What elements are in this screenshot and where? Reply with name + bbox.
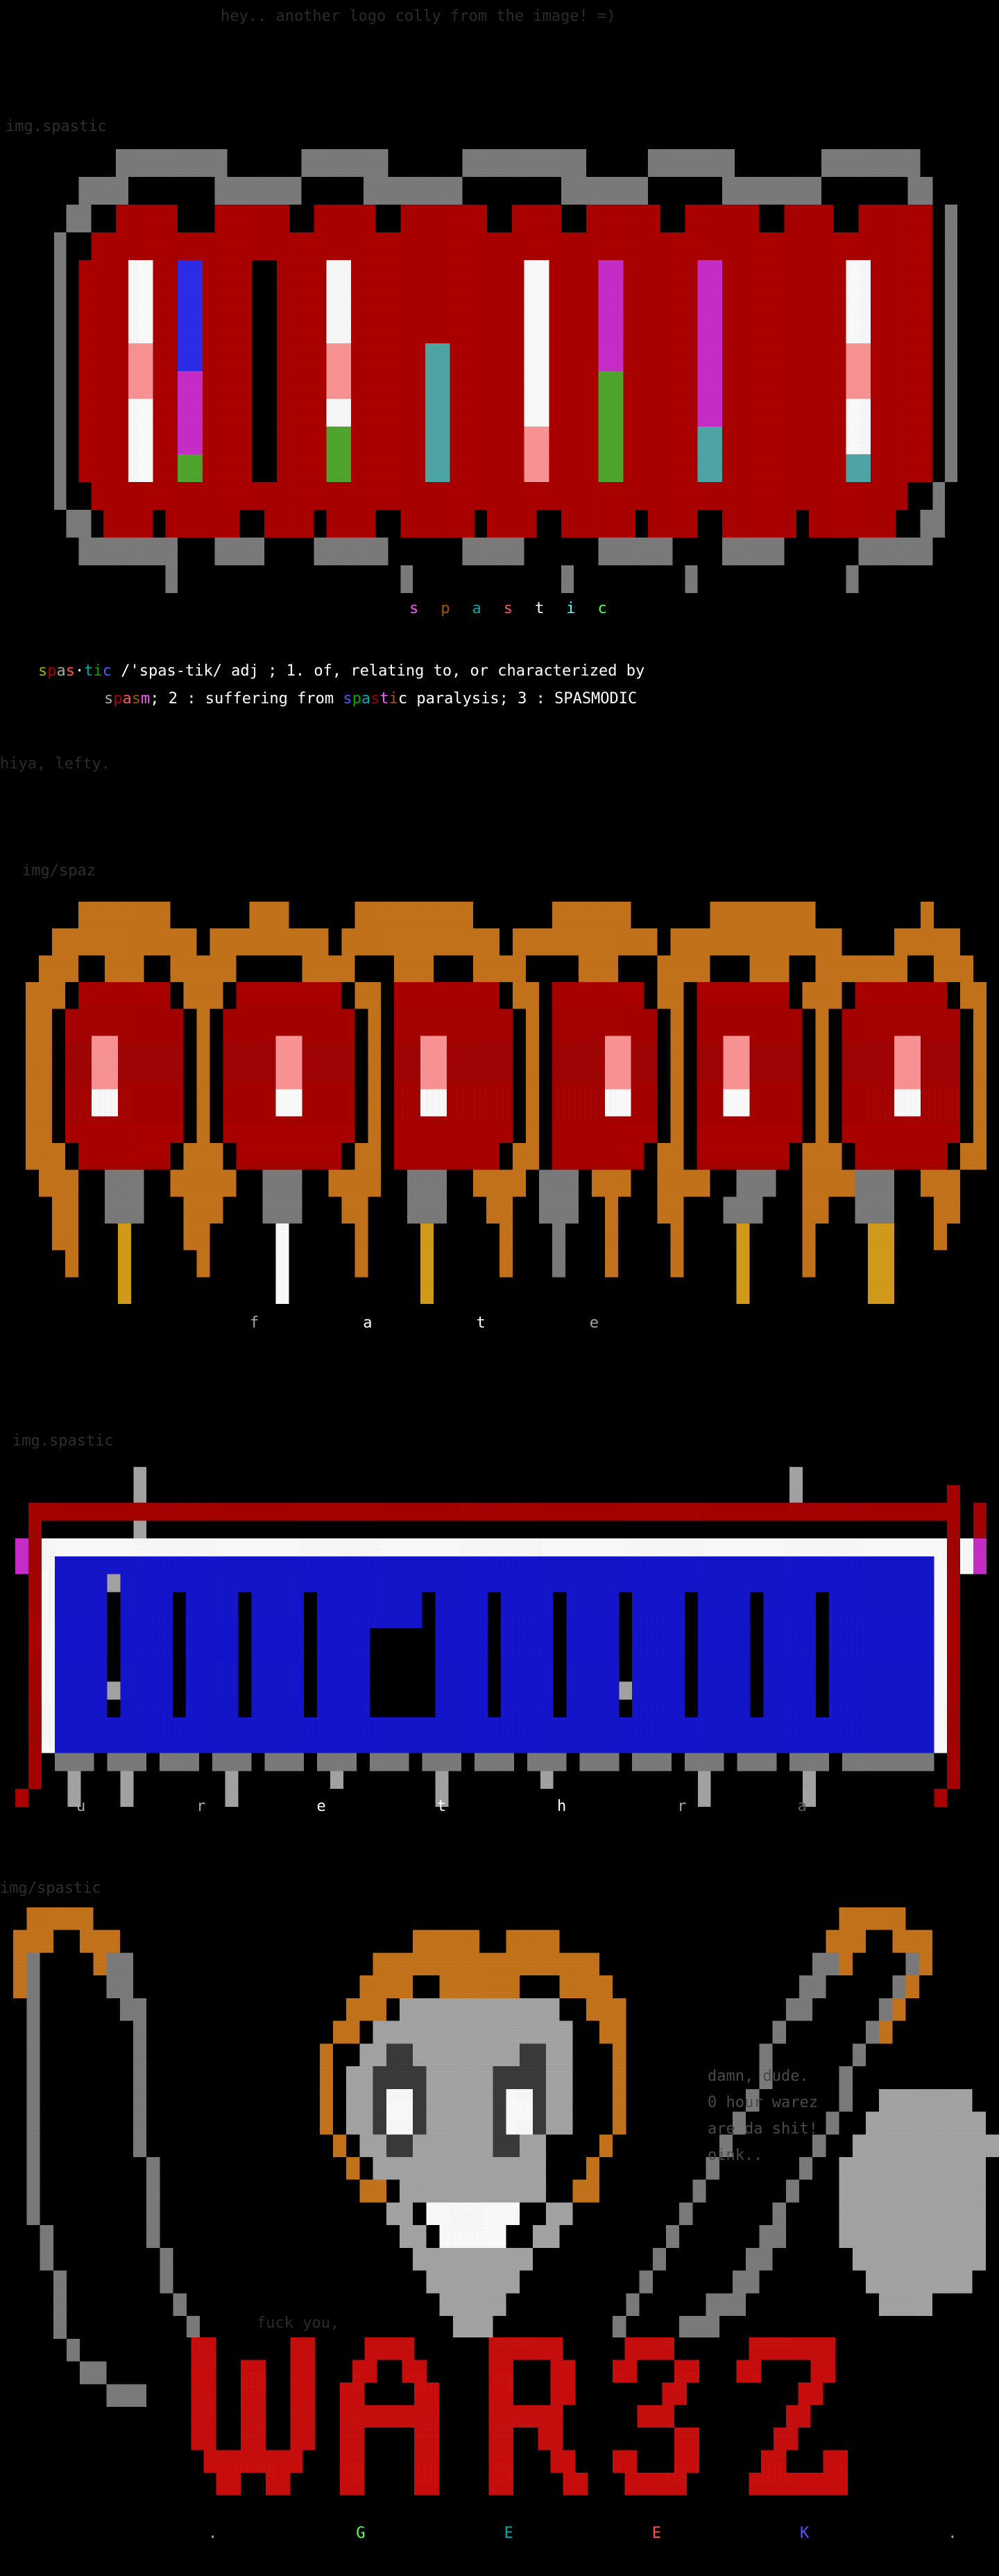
caption-letter: c: [597, 600, 607, 617]
definition-segment: s: [131, 690, 141, 707]
definition-segment: a: [122, 690, 132, 707]
ansi-logo-fate: [12, 902, 987, 1304]
caption-letter: K: [800, 2525, 810, 2542]
caption-letter: .: [948, 2525, 957, 2542]
definition-segment: a: [56, 662, 66, 680]
definition-line-1: spas·tic /'spas-tik/ adj ; 1. of, relati…: [38, 662, 644, 680]
caption-letter: a: [472, 600, 481, 617]
definition-segment: p: [47, 662, 57, 680]
caption-letter: p: [441, 600, 450, 617]
ansi-art-geek: [0, 1907, 999, 2407]
section-label-geek: img/spastic: [0, 1880, 101, 1897]
ansi-logo-warez: [166, 2337, 860, 2518]
definition-segment: t: [84, 662, 94, 680]
ansi-logo-spastic: [42, 149, 957, 593]
caption-letter: e: [316, 1798, 326, 1815]
section-label-spastic: img.spastic: [6, 118, 107, 135]
caption-letter: h: [557, 1798, 567, 1815]
definition-segment: s: [370, 690, 380, 707]
caption-letter: a: [363, 1314, 373, 1332]
bubble-line: 0 hour warez: [708, 2094, 818, 2111]
shout-fuckyou: fuck you,: [257, 2315, 340, 2332]
definition-segment: i: [93, 662, 103, 680]
definition-segment: s: [38, 662, 48, 680]
shout-lefty: hiya, lefty.: [0, 755, 110, 773]
definition-segment: s: [343, 690, 352, 707]
caption-letter: r: [196, 1798, 206, 1815]
definition-segment: /'spas-tik/ adj ; 1. of, relating to, or…: [112, 662, 645, 680]
definition-segment: p: [352, 690, 361, 707]
definition-segment: i: [388, 690, 398, 707]
definition-segment: a: [361, 690, 371, 707]
definition-segment: p: [113, 690, 123, 707]
ansi-canvas: [12, 902, 987, 1304]
ansi-canvas: [15, 1467, 987, 1807]
ansi-canvas: [0, 1907, 999, 2407]
ansi-canvas: [166, 2337, 860, 2518]
section-label-urethra: img.spastic: [12, 1432, 114, 1450]
caption-letter: s: [409, 600, 419, 617]
caption-letter: t: [476, 1314, 486, 1332]
definition-segment: c: [398, 690, 408, 707]
caption-letter: f: [250, 1314, 259, 1332]
caption-letter: E: [504, 2525, 513, 2542]
page-greeting: hey.. another logo colly from the image!…: [221, 8, 616, 25]
bubble-line: damn, dude.: [708, 2068, 809, 2085]
caption-letter: e: [589, 1314, 599, 1332]
speech-bubble-text: damn, dude. 0 hour warez are da shit! oink.…: [708, 2063, 818, 2169]
caption-letter: r: [677, 1798, 687, 1815]
definition-line-2: spasm; 2 : suffering from spastic paraly…: [104, 690, 637, 707]
caption-letter: t: [436, 1798, 446, 1815]
definition-segment: ·: [75, 662, 85, 680]
bubble-line: oink..: [708, 2147, 763, 2164]
caption-letter: s: [503, 600, 513, 617]
caption-letter: G: [356, 2525, 366, 2542]
definition-segment: s: [104, 690, 114, 707]
definition-segment: s: [65, 662, 75, 680]
definition-segment: ; 2 : suffering from: [150, 690, 343, 707]
definition-segment: paralysis; 3 : SPASMODIC: [407, 690, 638, 707]
definition-segment: t: [379, 690, 389, 707]
caption-geek: . G E E K.: [208, 2525, 957, 2542]
caption-letter: t: [535, 600, 545, 617]
ansi-logo-urethra: [15, 1467, 987, 1807]
section-label-spaz: img/spaz: [22, 862, 96, 879]
definition-segment: c: [102, 662, 112, 680]
caption-letter: E: [651, 2525, 661, 2542]
caption-letter: .: [208, 2525, 218, 2542]
ansi-canvas: [42, 149, 957, 593]
caption-letter: u: [76, 1798, 86, 1815]
bubble-line: are da shit!: [708, 2120, 818, 2138]
caption-letter: i: [566, 600, 576, 617]
definition-segment: m: [141, 690, 151, 707]
caption-letter: a: [797, 1798, 807, 1815]
